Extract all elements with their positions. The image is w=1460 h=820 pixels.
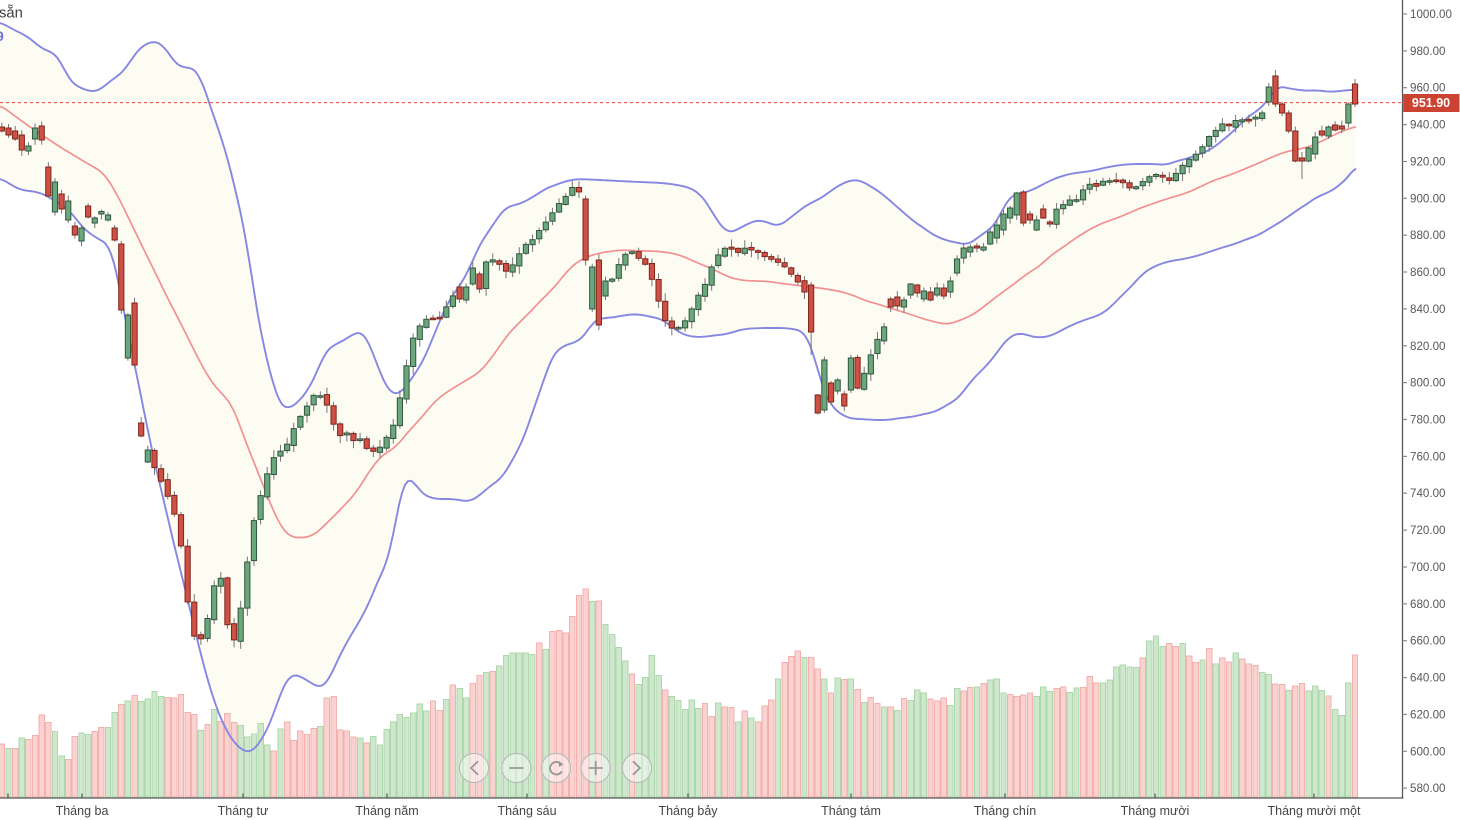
svg-text:840.00: 840.00 [1410, 303, 1445, 316]
svg-text:680.00: 680.00 [1410, 598, 1445, 611]
svg-text:580.00: 580.00 [1410, 782, 1445, 795]
svg-text:720.00: 720.00 [1410, 524, 1445, 537]
svg-text:sẵn: sẵn [0, 5, 23, 22]
svg-text:700.00: 700.00 [1410, 561, 1445, 574]
svg-text:660.00: 660.00 [1410, 635, 1445, 648]
svg-text:1000.00: 1000.00 [1410, 8, 1452, 21]
svg-text:Tháng sáu: Tháng sáu [497, 804, 556, 818]
svg-text:880.00: 880.00 [1410, 229, 1445, 242]
svg-text:Tháng chín: Tháng chín [974, 804, 1037, 818]
svg-text:Tháng bảy: Tháng bảy [658, 804, 718, 818]
svg-text:Tháng mười: Tháng mười [1121, 804, 1190, 818]
svg-text:9: 9 [0, 28, 4, 44]
svg-text:860.00: 860.00 [1410, 266, 1445, 279]
svg-text:980.00: 980.00 [1410, 45, 1445, 58]
svg-text:920.00: 920.00 [1410, 156, 1445, 169]
svg-text:Tháng năm: Tháng năm [355, 804, 418, 818]
svg-text:600.00: 600.00 [1410, 745, 1445, 758]
svg-text:760.00: 760.00 [1410, 450, 1445, 463]
svg-text:951.90: 951.90 [1412, 96, 1450, 110]
svg-text:940.00: 940.00 [1410, 119, 1445, 132]
svg-text:960.00: 960.00 [1410, 82, 1445, 95]
svg-text:620.00: 620.00 [1410, 708, 1445, 721]
svg-text:740.00: 740.00 [1410, 487, 1445, 500]
svg-text:Tháng tám: Tháng tám [821, 804, 881, 818]
svg-text:800.00: 800.00 [1410, 377, 1445, 390]
svg-text:780.00: 780.00 [1410, 414, 1445, 427]
svg-text:Tháng ba: Tháng ba [56, 804, 109, 818]
svg-text:Tháng mười một: Tháng mười một [1268, 804, 1362, 818]
svg-text:Tháng tư: Tháng tư [218, 804, 269, 818]
svg-text:900.00: 900.00 [1410, 192, 1445, 205]
svg-text:820.00: 820.00 [1410, 340, 1445, 353]
svg-text:640.00: 640.00 [1410, 672, 1445, 685]
